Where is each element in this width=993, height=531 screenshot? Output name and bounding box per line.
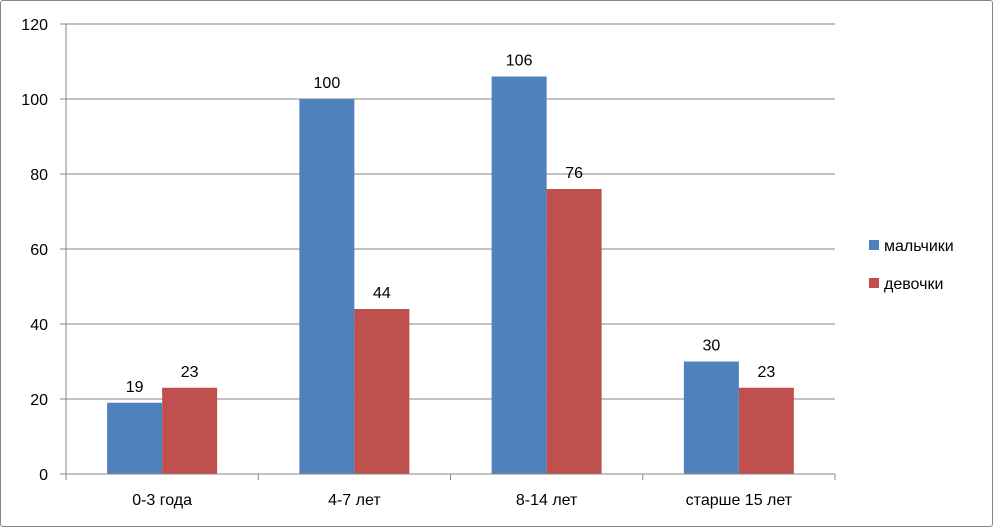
bar-girls [162,387,218,474]
data-label: 44 [373,285,391,302]
axes [65,24,835,475]
bar-boys [683,361,739,474]
data-label: 23 [757,364,775,381]
y-tick-label: 60 [30,242,48,259]
data-label: 106 [506,53,533,70]
bar-girls [354,309,410,474]
x-tick-label: 0-3 года [132,492,192,509]
y-tick-label: 0 [39,467,48,484]
data-label: 19 [126,379,144,396]
bar-boys [299,99,355,474]
bar-boys [107,402,163,474]
x-axis-ticks: 0-3 года 4-7 лет 8-14 лет старше 15 лет [65,474,836,509]
legend-swatch [869,240,879,250]
data-label: 30 [702,338,720,355]
y-tick-label: 120 [21,17,48,34]
legend: мальчики девочки [869,238,954,293]
legend-swatch [869,278,879,288]
y-tick-label: 100 [21,92,48,109]
x-tick-label: 4-7 лет [328,492,381,509]
bar-boys [491,76,547,474]
bar-girls [738,387,794,474]
data-label: 76 [565,165,583,182]
x-tick-label: старше 15 лет [686,492,793,509]
y-tick-label: 20 [30,392,48,409]
x-tick-label: 8-14 лет [516,492,578,509]
legend-label: девочки [884,276,943,293]
bars [107,76,794,474]
bar-girls [546,189,602,474]
y-tick-label: 80 [30,167,48,184]
data-label: 23 [181,364,199,381]
y-tick-label: 40 [30,317,48,334]
data-label: 100 [314,75,341,92]
y-axis-ticks: 0 20 40 60 80 100 120 [21,17,66,484]
legend-label: мальчики [884,238,954,255]
data-labels: 19 23 100 44 106 76 30 23 [126,53,776,396]
